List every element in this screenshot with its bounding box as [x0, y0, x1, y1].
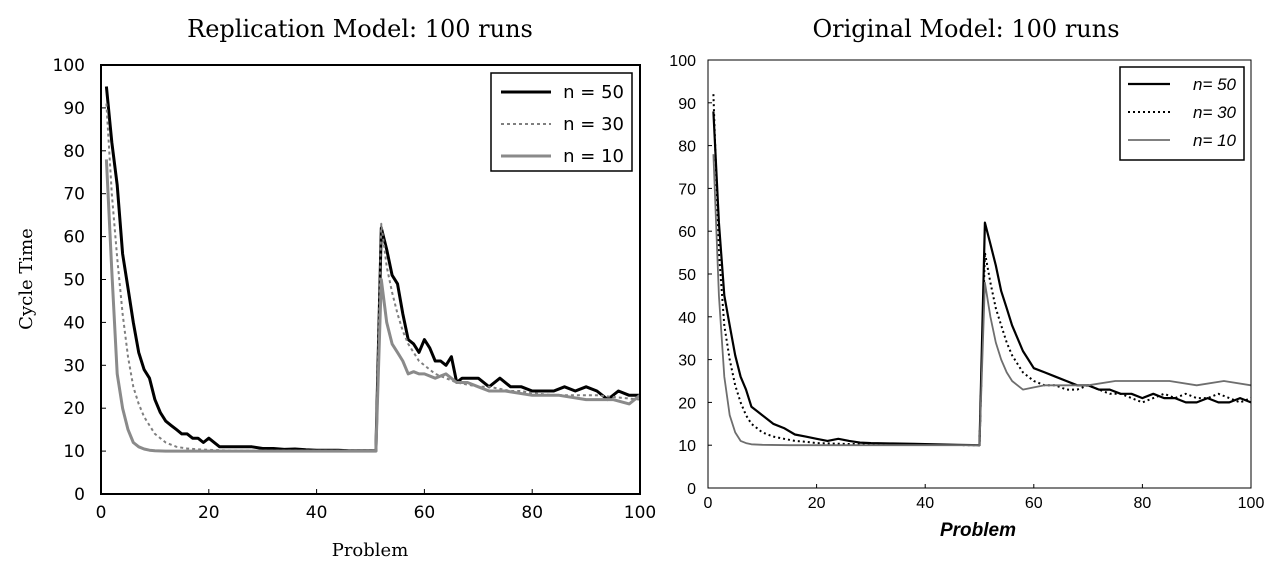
- replication-chart: Replication Model: 100 runs 0 20 40 60 80 100 0…: [16, 15, 656, 561]
- y-tick-label: 10: [678, 438, 696, 455]
- y-tick-label: 50: [678, 267, 696, 284]
- x-tick-label: 80: [521, 503, 543, 523]
- y-tick-label: 0: [687, 481, 696, 498]
- x-axis-label: Problem: [332, 540, 409, 561]
- legend-label-1: n = 50: [563, 82, 624, 103]
- series-line-3: [104, 159, 640, 453]
- x-tick-label: 20: [808, 495, 826, 512]
- y-tick-label: 90: [678, 96, 696, 113]
- legend: n = 50 n = 30 n = 10: [490, 72, 633, 172]
- legend-label-3: n = 10: [563, 146, 624, 167]
- legend-label-3: n= 10: [1193, 131, 1237, 150]
- replication-chart-svg: Replication Model: 100 runs 0 20 40 60 80 100 0…: [16, 15, 656, 561]
- y-tick-label: 20: [63, 399, 85, 419]
- legend-label-1: n= 50: [1193, 75, 1237, 94]
- y-tick-label: 70: [678, 181, 696, 198]
- series-line-2: [712, 94, 1251, 447]
- y-tick-label: 100: [669, 53, 696, 70]
- y-tick-label: 70: [63, 185, 85, 205]
- y-tick-label: 100: [53, 56, 85, 76]
- y-tick-label: 40: [678, 310, 696, 327]
- y-tick-label: 10: [63, 442, 85, 462]
- chart-title: Original Model: 100 runs: [812, 15, 1119, 43]
- original-chart: Original Model: 100 runs 0 20 40 60 80 100 0 10 2…: [650, 0, 1272, 567]
- y-tick-label: 20: [678, 395, 696, 412]
- y-tick-label: 40: [63, 313, 85, 333]
- series-group: [712, 94, 1251, 447]
- legend: n= 50 n= 30 n= 10: [1119, 66, 1245, 161]
- original-chart-svg: Original Model: 100 runs 0 20 40 60 80 100 0 10 2…: [669, 15, 1265, 541]
- y-tick-label: 50: [63, 271, 85, 291]
- y-tick-label: 80: [63, 142, 85, 162]
- y-tick-label: 60: [678, 224, 696, 241]
- x-axis-label: Problem: [940, 520, 1016, 541]
- x-tick-label: 20: [198, 503, 220, 523]
- x-tick-label: 40: [916, 495, 934, 512]
- y-tick-label: 30: [678, 353, 696, 370]
- x-tick-label: 100: [624, 503, 656, 523]
- y-axis-label: Cycle Time: [16, 228, 37, 330]
- y-tick-label: 90: [63, 99, 85, 119]
- y-tick-label: 30: [63, 356, 85, 376]
- y-tick-label: 80: [678, 139, 696, 156]
- series-line-1: [712, 111, 1251, 447]
- x-tick-label: 60: [1025, 495, 1043, 512]
- x-tick-label: 80: [1134, 495, 1152, 512]
- legend-label-2: n= 30: [1193, 103, 1237, 122]
- series-line-3: [712, 154, 1251, 447]
- series-group: [104, 86, 640, 453]
- y-tick-label: 0: [74, 485, 85, 505]
- x-tick-label: 40: [306, 503, 328, 523]
- x-tick-label: 0: [704, 495, 713, 512]
- x-tick-label: 60: [414, 503, 436, 523]
- legend-label-2: n = 30: [563, 114, 624, 135]
- x-tick-label: 0: [96, 503, 107, 523]
- y-tick-label: 60: [63, 228, 85, 248]
- x-tick-label: 100: [1238, 495, 1265, 512]
- legend-box: [1119, 66, 1245, 161]
- chart-title: Replication Model: 100 runs: [187, 15, 533, 43]
